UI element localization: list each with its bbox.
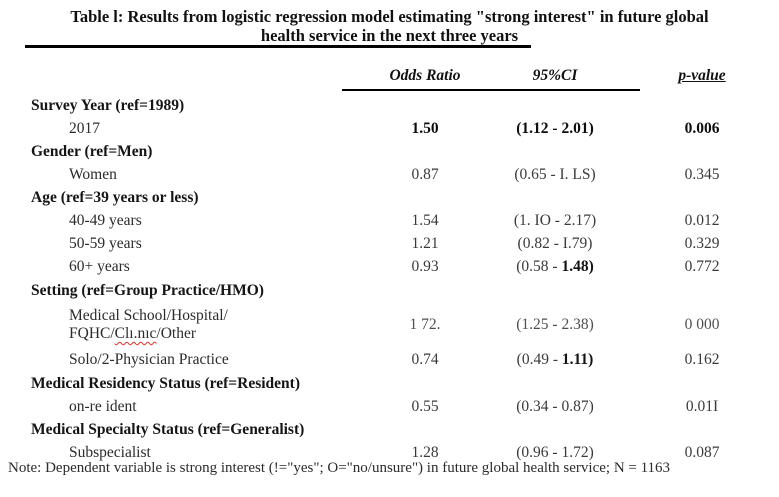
section-row-survey-year: Survey Year (ref=1989) — [0, 94, 779, 117]
data-row-nonresident: on-re ident 0.55 (0.34 - 0.87) 0.01I — [0, 395, 779, 418]
odds-ratio-value: 0.93 — [411, 257, 439, 275]
title-underline-rule — [25, 45, 531, 48]
p-value: 0.006 — [684, 119, 720, 137]
ci-text: (1.12 - 2.01) — [516, 119, 594, 137]
section-label: Medical Specialty Status (ref=Generalist… — [31, 420, 305, 438]
row-label: Subspecialist — [69, 443, 151, 461]
ci-text: (0.58 - — [516, 257, 562, 275]
ci-text: (0.34 - 0.87) — [516, 397, 594, 415]
section-row-age: Age (ref=39 years or less) — [0, 186, 779, 209]
column-header-row: Odds Ratio 95%CI p-value — [0, 64, 779, 88]
odds-ratio-value: 1.54 — [411, 211, 439, 229]
odds-ratio-value: 1 72. — [409, 316, 441, 333]
col-header-odds-ratio: Odds Ratio — [389, 67, 461, 84]
ci-value: (0.49 - 1.11) — [485, 351, 625, 369]
data-row-2017: 2017 1.50 (1.12 - 2.01) 0.006 — [0, 117, 779, 140]
p-value: 0.012 — [684, 211, 720, 229]
odds-ratio-value: 0.74 — [411, 350, 439, 368]
section-row-specialty: Medical Specialty Status (ref=Generalist… — [0, 418, 779, 441]
data-row-60plus: 60+ years 0.93 (0.58 - 1.48) 0.772 — [0, 255, 779, 278]
misspelled-word-spellcheck: Clı.nıc — [114, 325, 157, 342]
ci-text: (1.25 - 2.38) — [516, 316, 594, 333]
ci-text: (0.65 - I. LS) — [514, 165, 596, 183]
table-title-line1: Table l: Results from logistic regressio… — [70, 7, 709, 26]
row-label: 60+ years — [69, 257, 130, 275]
label-text: /Other — [156, 325, 197, 342]
odds-ratio-value: 1.28 — [411, 443, 439, 461]
odds-ratio-value: 1.21 — [411, 234, 439, 252]
ci-text: (1. IO - 2.17) — [513, 211, 597, 229]
ci-bold-text: 1.11) — [561, 350, 594, 368]
ci-text: (0.96 - 1.72) — [516, 443, 594, 461]
section-row-gender: Gender (ref=Men) — [0, 140, 779, 163]
col-header-95ci: 95%CI — [532, 67, 578, 84]
section-label: Survey Year (ref=1989) — [31, 96, 185, 114]
p-value: 0.345 — [684, 165, 720, 183]
data-row-solo-practice: Solo/2-Physician Practice 0.74 (0.49 - 1… — [0, 347, 779, 372]
header-underline-rule — [342, 89, 640, 91]
row-label: Women — [69, 165, 117, 183]
table-note: Note: Dependent variable is strong inter… — [8, 460, 671, 476]
ci-text: (0.82 - I.79) — [517, 234, 593, 252]
row-label: 40-49 years — [69, 211, 142, 229]
row-label: Solo/2-Physician Practice — [69, 350, 229, 368]
data-row-40-49: 40-49 years 1.54 (1. IO - 2.17) 0.012 — [0, 209, 779, 232]
p-value: 0 000 — [684, 316, 720, 333]
row-label: on-re ident — [69, 397, 137, 415]
row-label-line1: Medical School/Hospital/ — [69, 306, 228, 324]
section-label: Medical Residency Status (ref=Resident) — [31, 374, 300, 392]
ci-value: (1.25 - 2.38) — [485, 316, 625, 334]
data-row-50-59: 50-59 years 1.21 (0.82 - I.79) 0.329 — [0, 232, 779, 255]
row-label-line2: FQHC/Clı.nıc/Other — [69, 325, 365, 344]
col-header-p-value: p-value — [678, 67, 726, 84]
section-label: Setting (ref=Group Practice/HMO) — [31, 281, 264, 299]
data-row-subspecialist: Subspecialist 1.28 (0.96 - 1.72) 0.087 — [0, 441, 779, 464]
row-label: Medical School/Hospital/ FQHC/Clı.nıc/Ot… — [0, 307, 365, 344]
p-value: 0.01I — [685, 397, 719, 415]
odds-ratio-value: 1.50 — [411, 119, 439, 137]
section-row-residency: Medical Residency Status (ref=Resident) — [0, 372, 779, 395]
label-text: FQHC/ — [69, 325, 115, 342]
p-value: 0.162 — [684, 350, 720, 368]
data-row-medical-school: Medical School/Hospital/ FQHC/Clı.nıc/Ot… — [0, 303, 779, 347]
ci-value: (0.34 - 0.87) — [485, 398, 625, 416]
table-body: Survey Year (ref=1989) 2017 1.50 (1.12 -… — [0, 94, 779, 464]
ci-bold-text: 1.48) — [561, 257, 594, 275]
row-label: 50-59 years — [69, 234, 142, 252]
section-label: Gender (ref=Men) — [31, 142, 153, 160]
odds-ratio-value: 0.87 — [411, 165, 439, 183]
ci-text: (0.49 - — [516, 350, 562, 368]
row-label: 2017 — [69, 119, 100, 137]
p-value: 0.329 — [684, 234, 720, 252]
ci-value: (0.82 - I.79) — [485, 235, 625, 253]
section-row-setting: Setting (ref=Group Practice/HMO) — [0, 278, 779, 303]
ci-value: (1.12 - 2.01) — [485, 120, 625, 138]
section-label: Age (ref=39 years or less) — [31, 188, 199, 206]
ci-value: (0.58 - 1.48) — [485, 258, 625, 276]
data-row-women: Women 0.87 (0.65 - I. LS) 0.345 — [0, 163, 779, 186]
table-title: Table l: Results from logistic regressio… — [0, 7, 779, 45]
ci-value: (0.65 - I. LS) — [485, 166, 625, 184]
ci-value: (0.96 - 1.72) — [485, 444, 625, 462]
ci-value: (1. IO - 2.17) — [485, 212, 625, 230]
p-value: 0.087 — [684, 443, 720, 461]
odds-ratio-value: 0.55 — [411, 397, 439, 415]
p-value: 0.772 — [684, 257, 720, 275]
table-title-line2: health service in the next three years — [260, 26, 519, 45]
